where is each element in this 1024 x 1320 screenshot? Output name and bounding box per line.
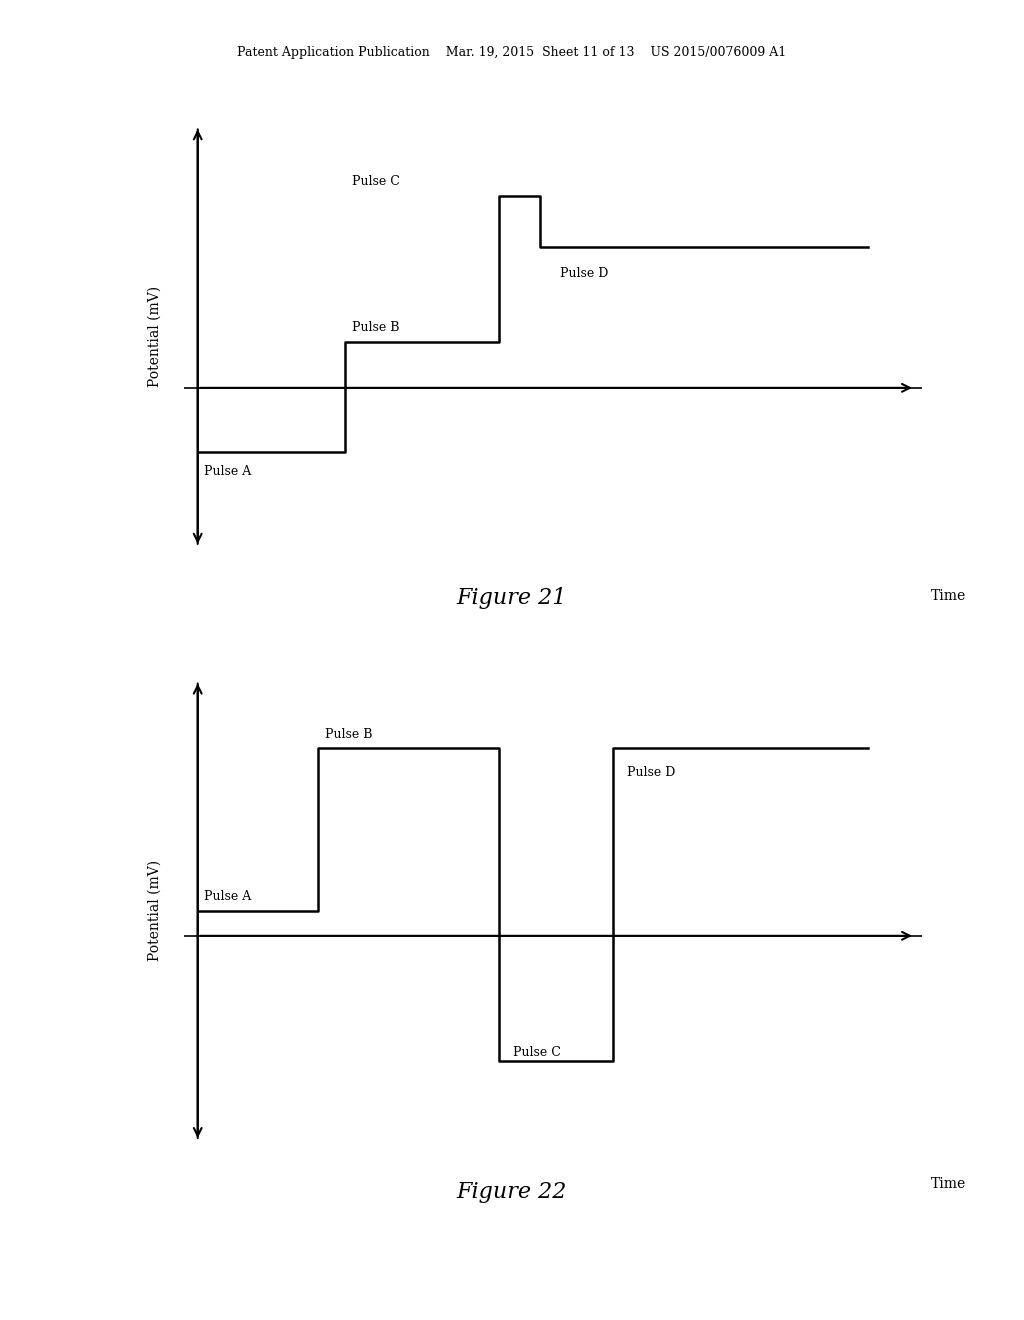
Text: Pulse A: Pulse A — [205, 890, 252, 903]
Text: Patent Application Publication    Mar. 19, 2015  Sheet 11 of 13    US 2015/00760: Patent Application Publication Mar. 19, … — [238, 46, 786, 59]
Text: Time: Time — [931, 589, 966, 603]
Text: Pulse A: Pulse A — [205, 465, 252, 478]
Text: Figure 22: Figure 22 — [457, 1181, 567, 1204]
Text: Pulse D: Pulse D — [627, 766, 675, 779]
Text: Pulse C: Pulse C — [352, 176, 399, 187]
Text: Pulse D: Pulse D — [560, 268, 608, 280]
Text: Pulse C: Pulse C — [513, 1045, 560, 1059]
Text: Time: Time — [931, 1177, 966, 1191]
Text: Potential (mV): Potential (mV) — [147, 861, 162, 961]
Text: Figure 21: Figure 21 — [457, 587, 567, 610]
Text: Pulse B: Pulse B — [325, 727, 373, 741]
Text: Pulse B: Pulse B — [352, 321, 399, 334]
Text: Potential (mV): Potential (mV) — [147, 286, 162, 387]
